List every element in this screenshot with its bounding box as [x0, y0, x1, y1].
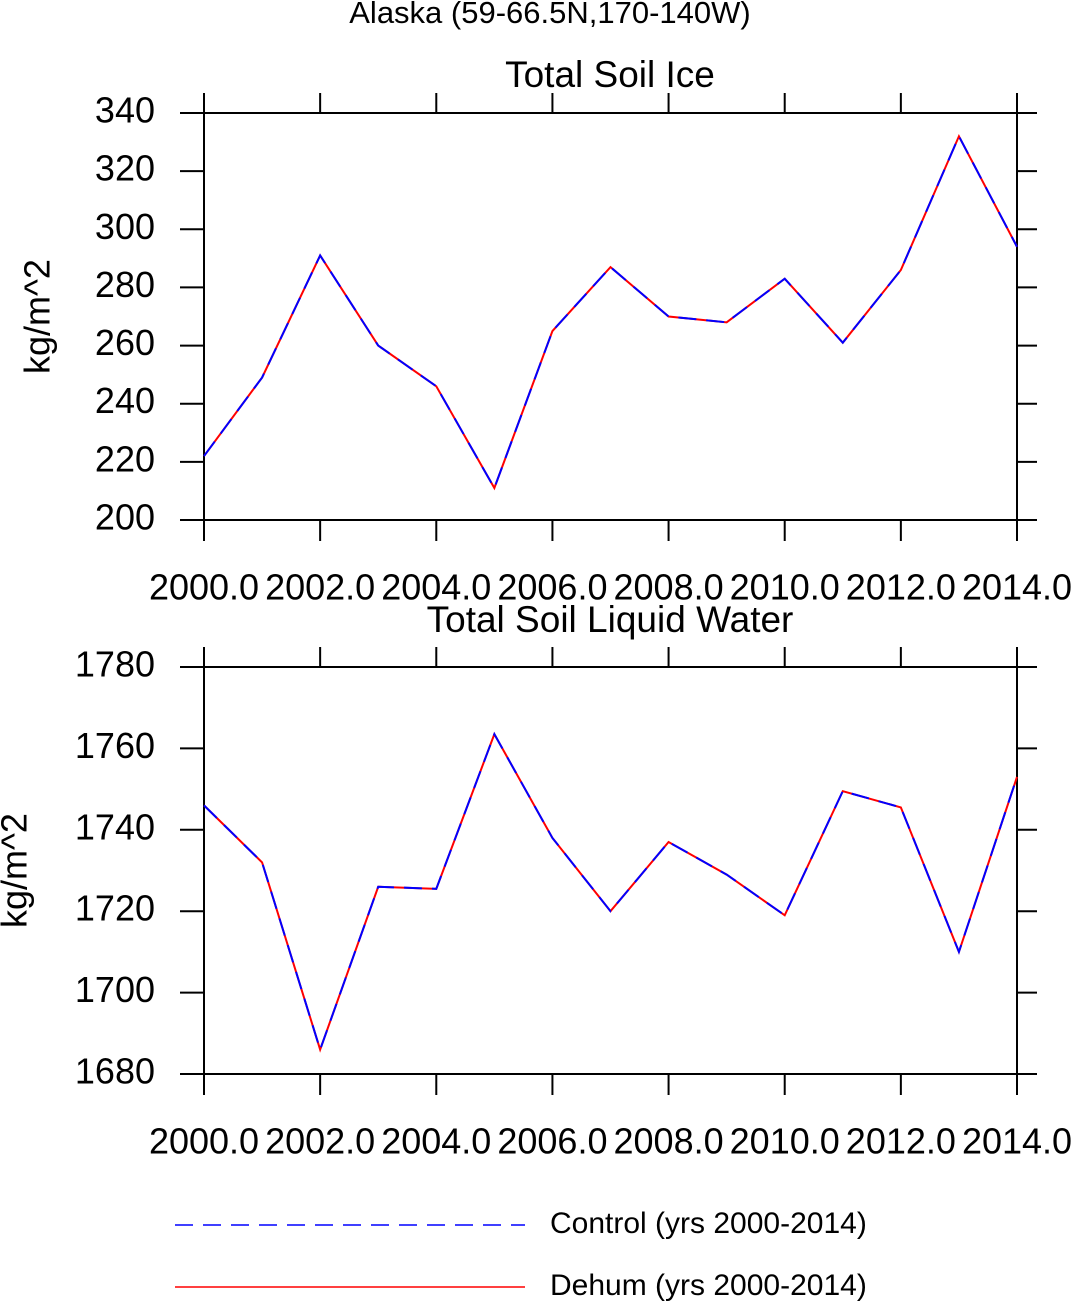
y-axis-label: kg/m^2 [17, 259, 58, 374]
data-line [203, 133, 1018, 491]
x-tick-label: 2010.0 [730, 1121, 840, 1162]
x-tick-label: 2004.0 [381, 1121, 491, 1162]
x-tick-label: 2000.0 [149, 1121, 259, 1162]
x-tick-label: 2012.0 [846, 567, 956, 608]
x-tick-label: 2012.0 [846, 1121, 956, 1162]
y-tick-label: 1780 [75, 644, 155, 685]
y-tick-label: 1760 [75, 725, 155, 766]
x-tick-label: 2004.0 [381, 567, 491, 608]
y-tick-label: 320 [95, 148, 155, 189]
chart-title: Total Soil Liquid Water [427, 599, 794, 640]
y-tick-label: 280 [95, 264, 155, 305]
x-tick-label: 2000.0 [149, 567, 259, 608]
x-tick-label: 2006.0 [497, 1121, 607, 1162]
legend-label: Control (yrs 2000-2014) [550, 1207, 867, 1240]
y-tick-label: 340 [95, 90, 155, 131]
y-tick-label: 1720 [75, 888, 155, 929]
x-tick-label: 2002.0 [265, 567, 375, 608]
chart-title: Total Soil Ice [505, 54, 715, 95]
y-tick-label: 300 [95, 206, 155, 247]
legend-label: Dehum (yrs 2000-2014) [550, 1269, 867, 1302]
x-tick-label: 2014.0 [962, 567, 1072, 608]
x-tick-label: 2008.0 [614, 1121, 724, 1162]
y-tick-label: 1680 [75, 1051, 155, 1092]
x-tick-label: 2010.0 [730, 567, 840, 608]
data-line [203, 133, 1018, 491]
y-tick-label: 240 [95, 380, 155, 421]
x-tick-label: 2008.0 [614, 567, 724, 608]
x-tick-label: 2002.0 [265, 1121, 375, 1162]
plot-frame [203, 112, 1018, 521]
y-tick-label: 220 [95, 438, 155, 479]
y-tick-label: 260 [95, 322, 155, 363]
x-tick-label: 2006.0 [497, 567, 607, 608]
data-line [203, 731, 1018, 1053]
plot-frame [203, 666, 1018, 1075]
y-tick-label: 200 [95, 497, 155, 538]
y-axis-label: kg/m^2 [0, 813, 35, 928]
y-tick-label: 1740 [75, 806, 155, 847]
y-tick-label: 1700 [75, 969, 155, 1010]
x-tick-label: 2014.0 [962, 1121, 1072, 1162]
data-line [203, 731, 1018, 1053]
figure-title: Alaska (59-66.5N,170-140W) [349, 0, 750, 30]
